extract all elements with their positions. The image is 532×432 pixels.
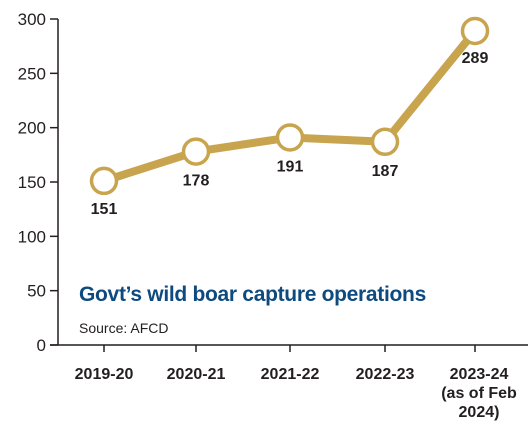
data-point (370, 127, 400, 157)
x-tick-label: 2023-24 (450, 366, 509, 383)
data-label: 151 (91, 201, 118, 218)
y-tick-label: 250 (18, 64, 46, 83)
y-tick-label: 150 (18, 173, 46, 192)
chart-source: Source: AFCD (79, 320, 169, 336)
data-label: 289 (462, 50, 489, 67)
x-tick-label: 2021-22 (261, 366, 320, 383)
x-tick-label: 2022-23 (356, 366, 415, 383)
data-point (89, 166, 119, 196)
x-tick-label: (as of Feb (441, 385, 517, 402)
y-tick-label: 300 (18, 10, 46, 29)
y-tick-label: 100 (18, 227, 46, 246)
y-tick-label: 200 (18, 119, 46, 138)
data-label: 191 (277, 158, 304, 175)
data-point (460, 16, 490, 46)
data-point (181, 137, 211, 166)
data-point (275, 123, 305, 152)
data-label: 178 (183, 173, 210, 190)
chart-title: Govt’s wild boar capture operations (79, 283, 426, 306)
x-tick-label: 2020-21 (167, 366, 226, 383)
data-label: 187 (372, 163, 399, 180)
y-tick-label: 0 (37, 336, 46, 355)
x-tick-label: 2024) (459, 404, 500, 421)
x-tick-label: 2019-20 (75, 366, 134, 383)
y-tick-label: 50 (27, 282, 46, 301)
